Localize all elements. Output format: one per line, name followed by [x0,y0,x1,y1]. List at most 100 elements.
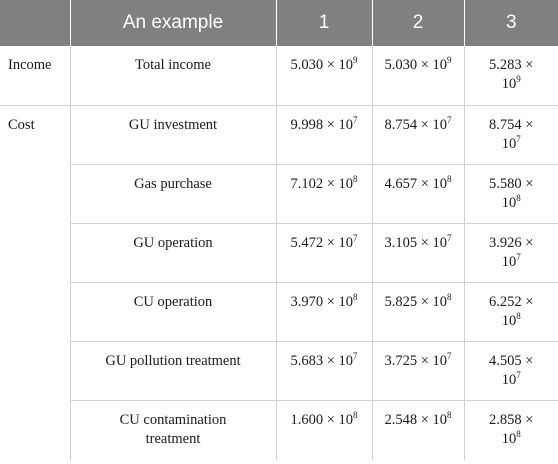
value-mantissa: 7.102 [290,175,324,192]
value-cell: 5.825 × 108 [372,282,465,342]
power-base: 10 [432,57,448,73]
power-base: 10 [432,293,448,310]
value-mantissa: 9.998 [290,116,324,133]
value-mantissa: 6.252 [489,293,522,310]
item-cell: GU operation [70,223,277,283]
power-base: 10 [338,175,354,192]
value-cell: 3.725 × 107 [372,341,465,401]
value-cell: 4.505 × 107 [464,341,558,401]
times-sign: × [525,352,534,369]
power-exponent: 8 [516,310,521,321]
value-cell: 4.657 × 108 [372,164,465,224]
times-sign: × [525,293,534,310]
value-cell: 5.683 × 107 [276,341,373,401]
value-mantissa: 2.858 [489,411,522,428]
value-cell: 2.858 × 108 [464,400,558,460]
item-cell: CU contamination treatment [70,400,277,460]
times-sign: × [326,293,335,310]
power-exponent: 8 [447,291,452,302]
category-cell [0,223,71,282]
value-cell: 5.030 × 109 [276,46,373,106]
power-exponent: 8 [447,409,452,420]
table-row: GU operation 5.472 × 107 3.105 × 107 3.926 … [0,223,558,283]
power-exponent: 8 [353,291,358,302]
category-cell [0,400,71,460]
power-base: 10 [338,293,354,310]
power-exponent: 7 [353,232,358,243]
value-mantissa: 5.030 [384,57,418,73]
times-sign: × [420,411,429,428]
value-mantissa: 4.657 [384,175,418,192]
value-mantissa: 3.105 [384,234,418,251]
power-exponent: 8 [516,428,521,439]
times-sign: × [525,116,534,133]
power-base: 10 [501,253,517,270]
power-exponent: 7 [516,369,521,380]
header-row: An example 1 2 3 [0,0,558,46]
times-sign: × [525,411,534,428]
times-sign: × [326,352,335,369]
category-cell [0,341,71,400]
value-mantissa: 1.600 [290,411,324,428]
times-sign: × [326,234,335,251]
times-sign: × [326,175,335,192]
power-base: 10 [501,430,517,447]
item-cell: CU operation [70,282,277,342]
value-cell: 3.970 × 108 [276,282,373,342]
power-base: 10 [432,116,448,133]
value-mantissa: 5.472 [290,234,324,251]
header-col-3: 3 [464,0,558,46]
value-mantissa: 8.754 [489,116,522,133]
times-sign: × [420,234,429,251]
power-base: 10 [501,76,517,92]
value-cell: 5.283 × 109 [464,46,558,106]
power-exponent: 8 [516,192,521,203]
value-mantissa: 5.283 [489,57,522,73]
power-base: 10 [432,234,448,251]
times-sign: × [326,57,335,73]
value-cell: 5.030 × 109 [372,46,465,106]
power-base: 10 [501,312,517,329]
power-exponent: 7 [447,232,452,243]
value-cell: 5.472 × 107 [276,223,373,283]
power-base: 10 [338,116,354,133]
times-sign: × [525,234,534,251]
power-base: 10 [338,234,354,251]
power-base: 10 [432,352,448,369]
table-row: CU operation 3.970 × 108 5.825 × 108 6.252 … [0,282,558,342]
power-exponent: 7 [516,133,521,144]
times-sign: × [420,352,429,369]
power-exponent: 7 [447,350,452,361]
value-cell: 8.754 × 107 [464,105,558,165]
value-cell: 3.926 × 107 [464,223,558,283]
value-cell: 7.102 × 108 [276,164,373,224]
power-exponent: 7 [447,114,452,125]
value-mantissa: 5.683 [290,352,324,369]
table-row: Gas purchase 7.102 × 108 4.657 × 108 5.580 … [0,164,558,224]
value-mantissa: 8.754 [384,116,418,133]
value-mantissa: 3.926 [489,234,522,251]
value-mantissa: 3.725 [384,352,418,369]
power-exponent: 9 [353,55,358,65]
value-cell: 3.105 × 107 [372,223,465,283]
header-label: An example [70,0,277,46]
category-cell: Cost [0,105,71,164]
item-cell: GU pollution treatment [70,341,277,401]
times-sign: × [420,175,429,192]
power-base: 10 [501,135,517,152]
value-mantissa: 5.825 [384,293,418,310]
power-exponent: 7 [516,251,521,262]
value-cell: 1.600 × 108 [276,400,373,460]
times-sign: × [525,175,534,192]
power-exponent: 7 [353,114,358,125]
value-cell: 2.548 × 108 [372,400,465,460]
times-sign: × [525,57,534,73]
value-mantissa: 5.030 [290,57,324,73]
item-cell: Total income [70,46,277,106]
times-sign: × [420,293,429,310]
power-exponent: 8 [447,173,452,184]
category-cell [0,164,71,223]
item-cell: GU investment [70,105,277,165]
power-base: 10 [501,371,517,388]
